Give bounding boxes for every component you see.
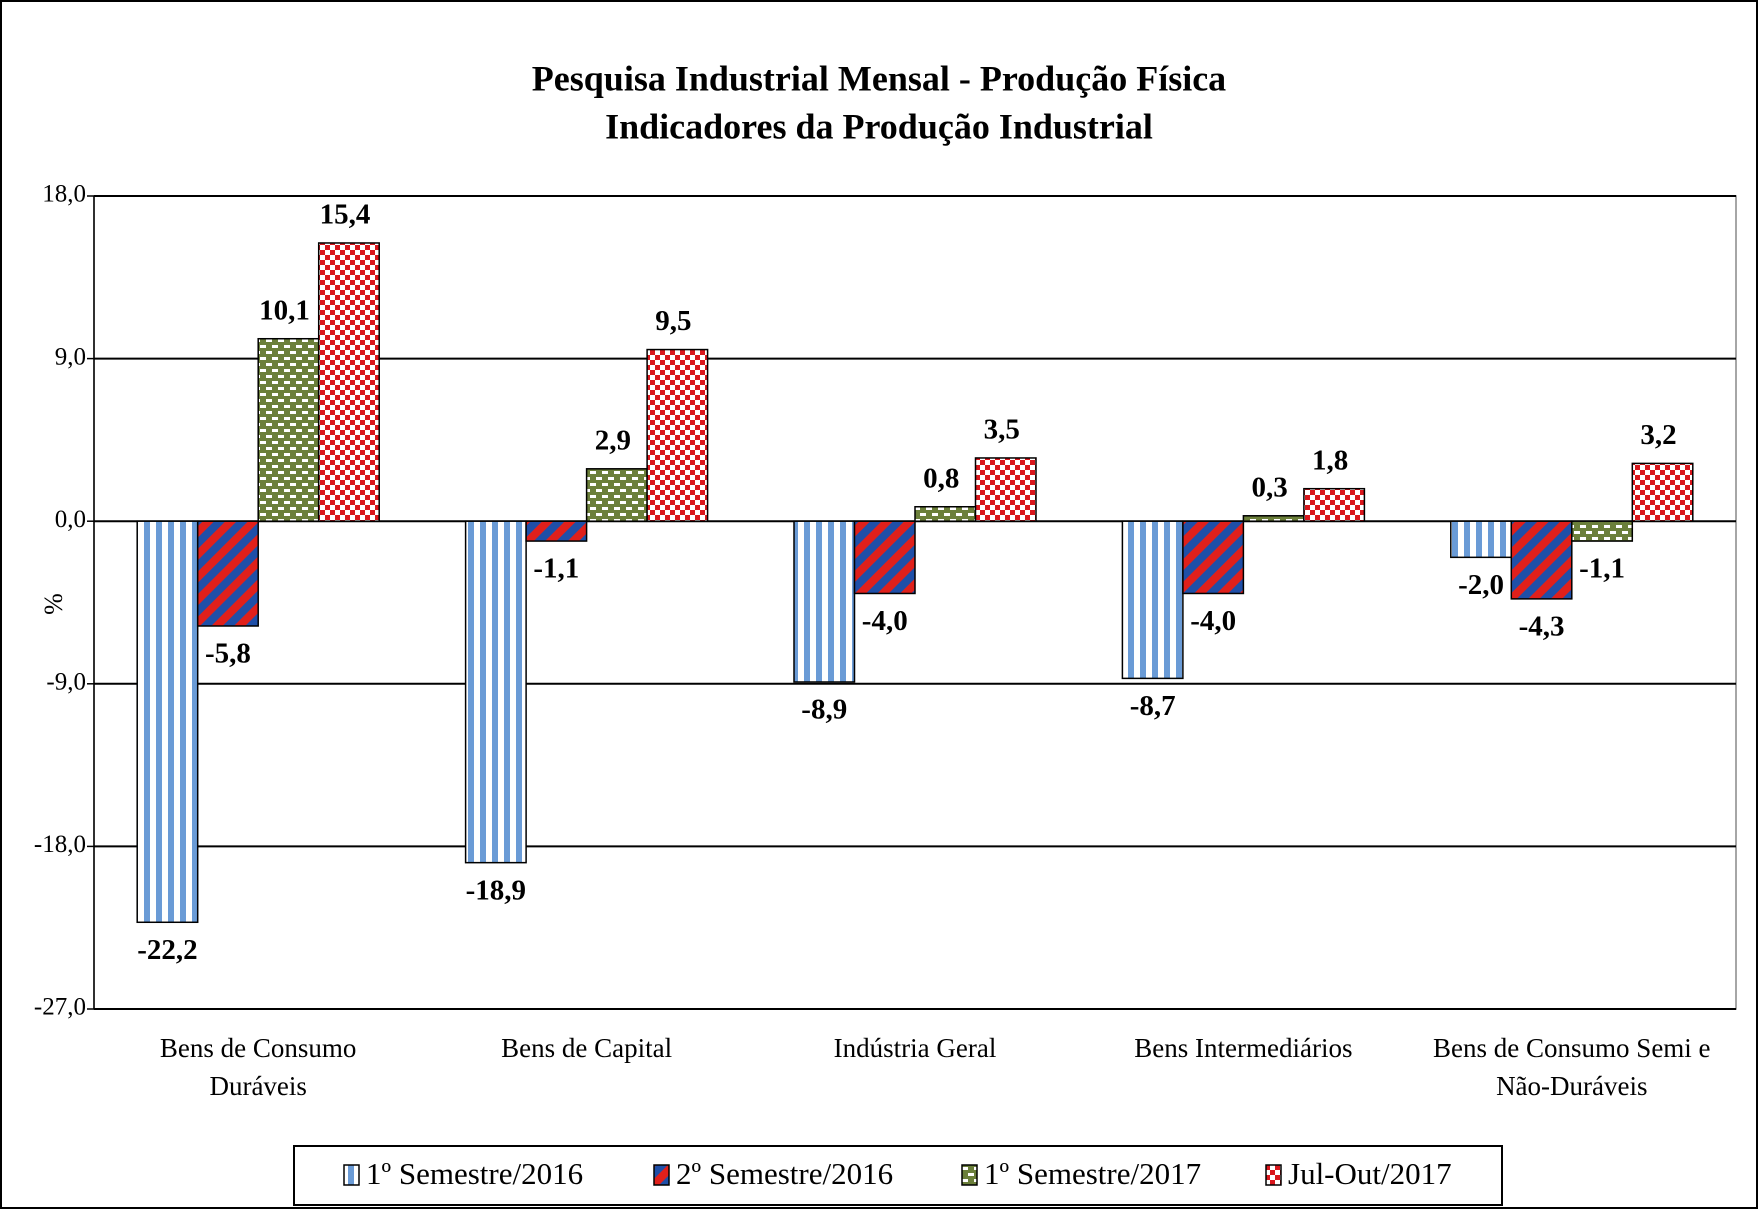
value-label: 2,9 — [595, 424, 631, 456]
value-label: -1,1 — [1579, 553, 1625, 585]
y-tick-label: -9,0 — [46, 669, 86, 696]
legend-box — [293, 1145, 1503, 1206]
value-label: 1,8 — [1312, 444, 1348, 476]
value-label: 3,2 — [1640, 419, 1676, 451]
bar — [914, 505, 977, 522]
x-tick-label: Bens de Consumo Duráveis — [159, 1033, 357, 1101]
legend-swatch — [961, 1164, 978, 1186]
x-tick-label: Bens Intermediários — [1134, 1033, 1353, 1063]
legend-label: Jul-Out/2017 — [1288, 1156, 1452, 1191]
bar — [1121, 520, 1184, 680]
legend-label: 1º Semestre/2016 — [366, 1156, 583, 1191]
value-label: 3,5 — [984, 414, 1020, 446]
value-label: 0,3 — [1252, 471, 1288, 503]
bar — [525, 520, 588, 542]
bar — [1450, 520, 1513, 559]
bar — [1510, 520, 1573, 600]
bar — [317, 242, 380, 522]
bar — [464, 520, 527, 864]
bar — [196, 520, 259, 627]
bar — [1303, 487, 1366, 522]
legend-label: 2º Semestre/2016 — [676, 1156, 893, 1191]
y-tick-label: 0,0 — [55, 506, 86, 533]
bar — [136, 520, 199, 924]
y-tick-label: 18,0 — [42, 181, 86, 208]
bar — [793, 520, 856, 683]
x-tick-label: Bens de Capital — [501, 1033, 673, 1063]
y-tick-label: 9,0 — [55, 343, 86, 370]
value-label: -2,0 — [1458, 569, 1504, 601]
value-label: 10,1 — [259, 294, 310, 326]
bar — [257, 337, 320, 522]
bar — [1631, 462, 1694, 522]
value-label: -4,0 — [862, 605, 908, 637]
value-label: -4,0 — [1190, 605, 1236, 637]
value-label: -1,1 — [533, 553, 579, 585]
bar — [646, 348, 709, 522]
bar — [585, 468, 648, 522]
y-axis-label: % — [39, 593, 68, 615]
chart-subtitle: Indicadores da Produção Industrial — [605, 106, 1153, 146]
value-label: 15,4 — [320, 199, 371, 231]
x-tick-label: Indústria Geral — [833, 1033, 997, 1063]
value-label: 9,5 — [655, 305, 691, 337]
value-label: -4,3 — [1519, 611, 1565, 643]
chart-title: Pesquisa Industrial Mensal - Produção Fí… — [532, 58, 1226, 98]
value-label: -5,8 — [205, 638, 251, 670]
value-label: -18,9 — [466, 874, 526, 906]
y-tick-label: -18,0 — [34, 831, 86, 858]
value-label: -8,7 — [1130, 690, 1176, 722]
y-tick-label: -27,0 — [34, 994, 86, 1021]
bar — [974, 457, 1037, 522]
bar — [1182, 520, 1245, 595]
value-label: -8,9 — [801, 694, 847, 726]
legend-swatch — [1265, 1164, 1282, 1186]
bar — [1242, 515, 1305, 522]
legend-swatch — [343, 1164, 360, 1186]
value-label: -22,2 — [137, 934, 197, 966]
bar — [853, 520, 916, 595]
legend-label: 1º Semestre/2017 — [984, 1156, 1201, 1191]
bar — [1571, 520, 1634, 542]
value-label: 0,8 — [923, 462, 959, 494]
legend-swatch — [653, 1164, 670, 1186]
x-tick-label: Bens de Consumo Semi e Não-Duráveis — [1433, 1033, 1711, 1101]
